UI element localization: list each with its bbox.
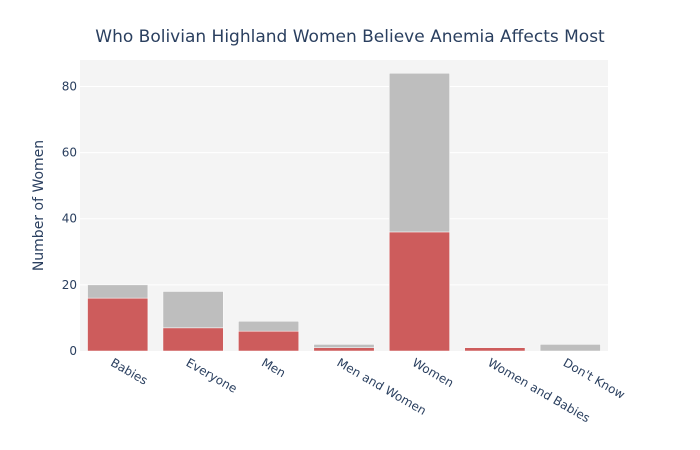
- bar-2-men: [238, 320, 299, 332]
- bar-1-women: [389, 231, 450, 352]
- plot-area: [80, 60, 608, 351]
- bar-1-men: [238, 330, 299, 352]
- bar-1-everyone: [162, 327, 224, 352]
- x-tick-label: Don't Know: [561, 355, 628, 402]
- bar-2-men-and-women: [313, 344, 375, 348]
- y-axis-label: Number of Women: [31, 140, 47, 271]
- bars: [87, 72, 601, 352]
- bar-1-women-and-babies: [464, 347, 526, 352]
- y-tick-label: 60: [62, 146, 77, 160]
- x-tick-label: Women: [410, 355, 456, 390]
- bar-2-babies: [87, 284, 149, 299]
- y-axis-ticks: 0 20 40 60 80: [62, 79, 77, 358]
- bar-1-babies: [87, 297, 149, 352]
- x-tick-label: Men: [259, 355, 288, 380]
- bar-2-everyone: [162, 291, 224, 329]
- bar-2-women: [389, 72, 450, 233]
- y-tick-label: 0: [69, 344, 77, 358]
- y-tick-label: 40: [62, 212, 77, 226]
- gridlines: [80, 85, 608, 286]
- x-tick-label: Everyone: [184, 355, 240, 395]
- chart-title: Who Bolivian Highland Women Believe Anem…: [95, 27, 605, 47]
- x-tick-label: Babies: [108, 355, 150, 387]
- y-tick-label: 20: [62, 278, 77, 292]
- bar-1-men-and-women: [313, 347, 375, 352]
- bar-2-don-t-know: [539, 344, 601, 352]
- y-tick-label: 80: [62, 79, 77, 93]
